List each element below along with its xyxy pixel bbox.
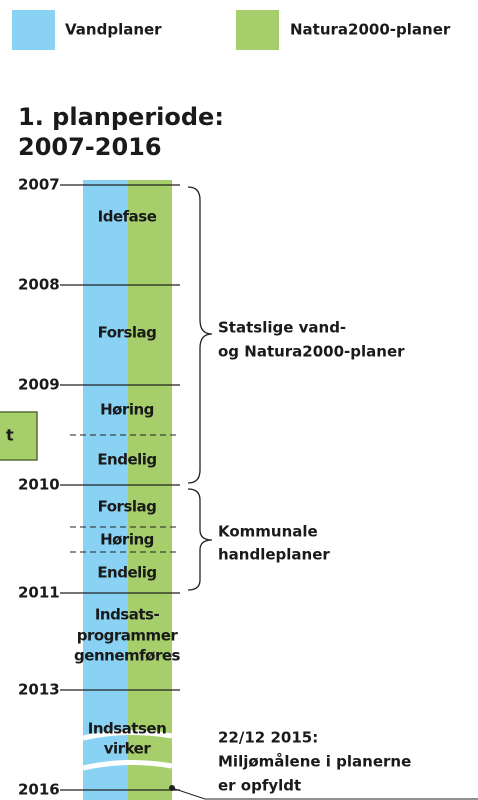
phase-label: Endelig bbox=[97, 451, 156, 469]
leader-line bbox=[171, 787, 478, 800]
year-label: 2007 bbox=[18, 176, 60, 194]
legend-label: Vandplaner bbox=[65, 21, 162, 39]
phase-label: Indsatsen bbox=[88, 720, 167, 738]
legend-swatch bbox=[12, 10, 55, 50]
phase-label: Indsats- bbox=[95, 606, 160, 624]
year-lines bbox=[60, 184, 180, 791]
phase-label: Forslag bbox=[98, 498, 157, 516]
column-blue bbox=[83, 180, 128, 800]
annotation: Statslige vand- bbox=[218, 319, 346, 337]
year-label: 2009 bbox=[18, 376, 60, 394]
annotation: og Natura2000-planer bbox=[218, 343, 405, 361]
legend-swatch bbox=[236, 10, 279, 50]
break-mark bbox=[82, 729, 173, 771]
side-box-label: t bbox=[6, 426, 14, 445]
phase-label: programmer bbox=[77, 627, 179, 645]
column-green bbox=[128, 180, 172, 800]
legend-label: Natura2000-planer bbox=[290, 21, 451, 39]
phase-label: Høring bbox=[100, 531, 154, 549]
side-box bbox=[0, 411, 38, 461]
annotation: er opfyldt bbox=[218, 777, 301, 795]
phase-label: Høring bbox=[100, 401, 154, 419]
phase-dividers bbox=[70, 434, 180, 553]
phase-label: gennemføres bbox=[74, 647, 180, 665]
annotation: 22/12 2015: bbox=[218, 729, 318, 747]
year-label: 2016 bbox=[18, 781, 60, 799]
phase-label: Idefase bbox=[98, 208, 157, 226]
year-label: 2011 bbox=[18, 584, 60, 602]
annotation: Miljømålene i planerne bbox=[218, 753, 411, 771]
annotation: handleplaner bbox=[218, 546, 330, 564]
phase-label: Endelig bbox=[97, 564, 156, 582]
year-label: 2010 bbox=[18, 476, 60, 494]
brace bbox=[187, 186, 213, 484]
title: 2007-2016 bbox=[18, 133, 162, 161]
annotation: Kommunale bbox=[218, 523, 318, 541]
year-label: 2013 bbox=[18, 681, 60, 699]
brace bbox=[187, 488, 213, 591]
phase-label: virker bbox=[104, 740, 152, 758]
year-label: 2008 bbox=[18, 276, 60, 294]
phase-label: Forslag bbox=[98, 324, 157, 342]
title: 1. planperiode: bbox=[18, 103, 224, 131]
